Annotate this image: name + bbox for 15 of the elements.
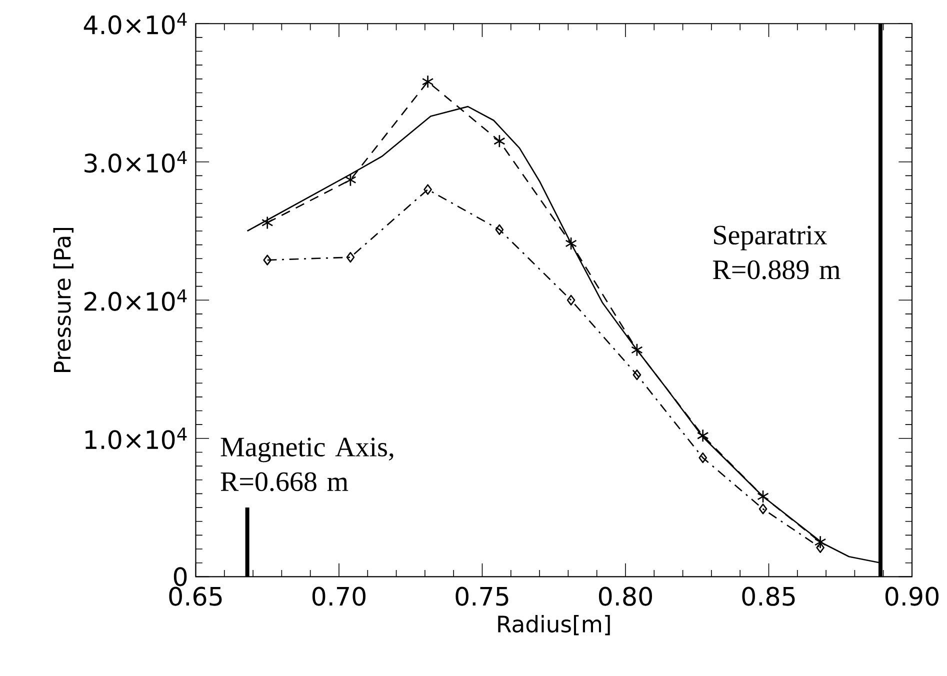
legend-label: Magnetic Axis, R=0.668 m: [220, 438, 394, 492]
x-tick-label: 0.90: [885, 586, 938, 606]
y-tick-label: 4.0×10$^{4}$: [84, 12, 187, 34]
y-axis-title: Pressure [Pa]: [53, 228, 74, 372]
x-tick-label: 0.80: [598, 586, 652, 606]
x-tick-label: 0.70: [312, 586, 366, 606]
x-tick-label: 0.75: [456, 586, 508, 606]
y-tick-label: 0: [174, 567, 187, 586]
ref-line-label: Separatrix R=0.889 m: [713, 226, 840, 280]
x-tick-label: 0.85: [742, 586, 795, 606]
y-tick-label: 2.0×10$^{4}$: [84, 289, 187, 311]
x-axis-title: Radius[m]: [498, 615, 610, 636]
y-tick-label: 1.0×10$^{4}$: [85, 428, 187, 450]
x-tick-label: 0.65: [169, 586, 222, 606]
y-tick-label: 3.0×10$^{4}$: [84, 151, 187, 173]
